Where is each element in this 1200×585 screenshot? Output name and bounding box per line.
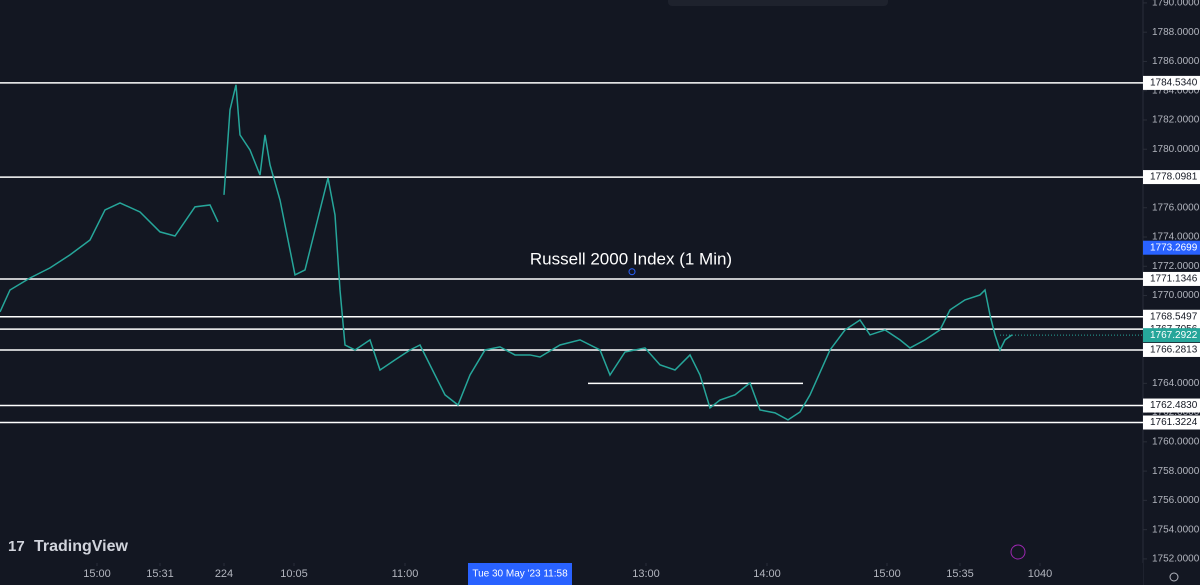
level-label: 1771.1346 [1150,274,1198,285]
price-line [0,84,1013,421]
y-tick-label: 1770.0000 [1152,290,1200,301]
x-tick-label: 14:00 [753,568,781,580]
last-price-bg [1143,328,1200,343]
y-tick-label: 1754.0000 [1152,524,1200,535]
chart-title: Russell 2000 Index (1 Min) [530,249,732,268]
y-tick-label: 1758.0000 [1152,466,1200,477]
y-tick-label: 1780.0000 [1152,144,1200,155]
level-label-bg [1143,342,1200,357]
level-label: 1762.4830 [1150,400,1198,411]
x-tick-label: 10:05 [280,568,308,580]
level-label: 1768.5497 [1150,311,1198,322]
level-label-bg [1143,415,1200,430]
level-label-bg [1143,309,1200,324]
y-tick-label: 1786.0000 [1152,56,1200,67]
y-tick-label: 1782.0000 [1152,115,1200,126]
settings-icon[interactable] [1169,572,1179,582]
y-tick-label: 1764.0000 [1152,378,1200,389]
x-tick-label: 224 [215,568,233,580]
level-label-bg [1143,398,1200,413]
y-tick-label: 1772.0000 [1152,261,1200,272]
level-label: 1761.3224 [1150,417,1198,428]
level-label-bg [1143,170,1200,185]
x-tick-label: 15:31 [146,568,174,580]
crosshair-dot [628,268,636,276]
y-tick-label: 1788.0000 [1152,27,1200,38]
toolbar[interactable] [668,0,888,6]
x-tick-label: 15:00 [873,568,901,580]
crosshair-y-label: 1773.2699 [1150,242,1198,253]
crosshair-x-label: Tue 30 May '23 11:58 [472,569,568,580]
x-tick-label: 15:35 [946,568,974,580]
crosshair-x-bg [468,563,572,585]
logo: 17 [8,538,25,555]
level-label-bg [1143,75,1200,90]
level-label: 1766.2813 [1150,345,1198,356]
lightning-icon[interactable] [1010,544,1026,560]
y-tick-label: 1776.0000 [1152,202,1200,213]
level-label: 1778.0981 [1150,172,1198,183]
x-tick-label: 13:00 [632,568,660,580]
last-price-label: 1767.2922 [1150,330,1198,341]
y-tick-label: 1752.0000 [1152,554,1200,565]
x-tick-label: 15:00 [83,568,111,580]
y-tick-label: 1774.0000 [1152,232,1200,243]
level-label: 1784.5340 [1150,78,1198,89]
x-tick-label: 1040 [1028,568,1052,580]
y-tick-label: 1756.0000 [1152,495,1200,506]
y-tick-label: 1760.0000 [1152,436,1200,447]
y-tick-label: 1762.0000 [1152,407,1200,418]
y-tick-label: 1790.0000 [1152,0,1200,9]
crosshair-y-bg [1143,240,1200,255]
y-tick-label: 1784.0000 [1152,85,1200,96]
level-label-bg [1143,271,1200,286]
x-tick-label: 11:00 [392,568,419,580]
watermark: TradingView [34,538,129,555]
